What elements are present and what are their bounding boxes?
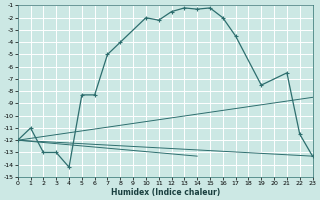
X-axis label: Humidex (Indice chaleur): Humidex (Indice chaleur): [110, 188, 220, 197]
